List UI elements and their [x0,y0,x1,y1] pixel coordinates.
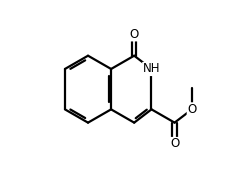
Text: O: O [187,103,196,116]
Text: NH: NH [143,62,160,75]
Text: O: O [130,28,139,41]
Text: O: O [170,137,179,150]
